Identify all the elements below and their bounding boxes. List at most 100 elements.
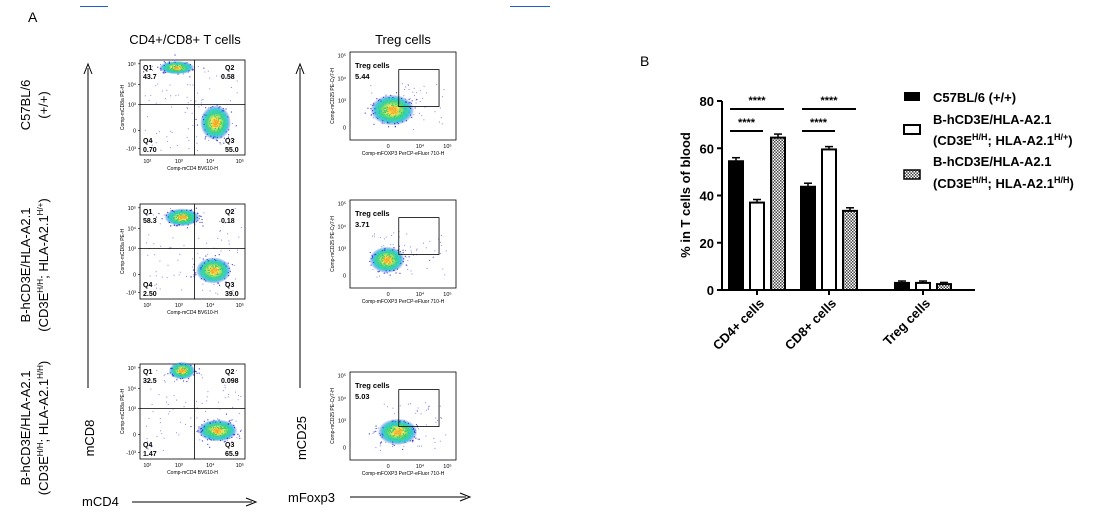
row-label-1-sub: (+/+)	[36, 91, 51, 118]
row-label-3-main: B-hCD3E/HLA-A2.1	[18, 371, 33, 486]
bar-chart-ylabel: % in T cells of blood	[678, 132, 693, 258]
q3-value: 55.0	[225, 147, 239, 154]
treg-gate-value: 3.71	[355, 220, 370, 229]
cd-x-tick: 10³	[175, 463, 183, 469]
y-tick-label: 60	[700, 141, 714, 156]
treg-y-tick: 10⁴	[338, 223, 347, 230]
cd-y-tick: 10⁴	[128, 386, 137, 393]
y-tick-label: 0	[707, 283, 714, 298]
q1-value: 58.3	[143, 218, 157, 225]
legend-item-2: B-hCD3E/HLA-A2.1 (CD3EH/H; HLA-A2.1H/+)	[903, 112, 1073, 148]
cd-y-axis-label: Comp-mCD8a PE-H	[120, 388, 126, 434]
treg-gate-value: 5.03	[355, 392, 370, 401]
significance-label: ****	[810, 117, 828, 129]
cd-y-tick: -10³	[126, 450, 136, 456]
treg-gate-label: Treg cells	[355, 381, 390, 390]
legend-item-3: B-hCD3E/HLA-A2.1 (CD3EH/H; HLA-A2.1H/H)	[903, 154, 1074, 191]
cd-plot-frame	[139, 59, 246, 156]
cd-x-tick: 10³	[175, 159, 183, 165]
treg-y-tick: 10⁵	[338, 373, 346, 380]
bottom-axis-label-cd: mCD4	[82, 494, 119, 509]
bottom-axis-arrow-cd: mCD4	[82, 494, 258, 509]
legend-label-3-line2: (CD3EH/H; HLA-A2.1H/H)	[933, 175, 1074, 191]
cd-flow-plot-3: Q1 32.5 Q2 0.098 Q4 1.47 Q3 65.9 10⁵ 10⁴ 10³ 0 -10³ 1…	[120, 361, 246, 476]
q3-value: 65.9	[225, 451, 239, 458]
q2-label: Q2	[225, 65, 234, 72]
q4-label: Q4	[143, 138, 152, 145]
cd-plot-population-2	[195, 104, 237, 144]
q4-label: Q4	[143, 442, 152, 449]
q4-value: 1.47	[143, 451, 157, 458]
treg-x-tick: 0	[387, 464, 390, 470]
x-tick-label: Treg cells	[880, 296, 933, 349]
q4-label: Q4	[143, 282, 152, 289]
cd-y-tick: -10³	[126, 290, 136, 296]
q4-value: 0.70	[143, 147, 157, 154]
row-label-3: B-hCD3E/HLA-A2.1 (CD3EH/H; HLA-A2.1H/H)	[18, 361, 51, 496]
treg-y-tick: 10⁵	[338, 201, 346, 208]
cd-x-axis-label: Comp-mCD4 BV610-H	[167, 310, 218, 316]
treg-y-tick: 10³	[338, 246, 346, 252]
panel-b-label: B	[640, 53, 649, 69]
row-label-1-main: C57BL/6	[18, 80, 33, 131]
legend-item-1: C57BL/6 (+/+)	[904, 90, 1016, 105]
treg-y-tick: 0	[343, 126, 346, 132]
q2-label: Q2	[225, 369, 234, 376]
y-tick-label: 80	[700, 94, 714, 109]
treg-gate-label: Treg cells	[355, 61, 390, 70]
cd-y-tick: 10⁵	[128, 365, 136, 372]
legend-label-1: C57BL/6 (+/+)	[933, 90, 1016, 105]
legend: C57BL/6 (+/+) B-hCD3E/HLA-A2.1 (CD3EH/H;…	[903, 90, 1074, 191]
cd-plot-population-1	[167, 361, 200, 383]
bottom-axis-arrow-treg: mFoxp3	[288, 490, 472, 505]
cd-plot-frame	[139, 363, 246, 460]
treg-gate	[398, 69, 440, 107]
bar	[915, 281, 931, 292]
legend-swatch-2	[903, 124, 921, 135]
x-tick-label: CD4+ cells	[710, 296, 767, 353]
significance-label: ****	[820, 95, 838, 107]
left-axis-arrow-treg: mCD25	[294, 62, 309, 460]
q3-label: Q3	[225, 138, 234, 145]
treg-y-tick: 10³	[338, 418, 346, 424]
treg-x-tick: 10⁴	[416, 291, 425, 298]
q4-value: 2.50	[143, 291, 157, 298]
row-label-2-main: B-hCD3E/HLA-A2.1	[18, 208, 33, 323]
legend-label-3-line1: B-hCD3E/HLA-A2.1	[933, 154, 1051, 169]
treg-y-axis-label: Comp-mCD25 PE-Cy7-H	[330, 68, 336, 124]
treg-y-tick: 10⁴	[338, 75, 347, 82]
cd4-cd8-flow-plots: Q1 43.7 Q2 0.58 Q4 0.70 Q3 55.0 10⁵ 10⁴ 10³ 0 -10³ 10…	[120, 54, 246, 476]
left-axis-label-cd: mCD8	[82, 420, 97, 457]
legend-swatch-3	[903, 169, 921, 180]
row-label-2-sub: (CD3EH/H; HLA-A2.1H/+)	[36, 198, 51, 331]
cd-x-tick: 10⁵	[236, 302, 244, 309]
q1-value: 43.7	[143, 74, 157, 81]
treg-x-tick: 10⁵	[443, 291, 451, 298]
col-title-treg: Treg cells	[375, 32, 431, 47]
q1-label: Q1	[143, 209, 152, 216]
cropped-title-strip	[80, 0, 550, 7]
cd-flow-plot-2: Q1 58.3 Q2 0.18 Q4 2.50 Q3 39.0 10⁵ 10⁴ 10³ 0 -10³ 10…	[120, 203, 246, 316]
y-tick-label: 20	[700, 236, 714, 251]
q1-value: 32.5	[143, 378, 157, 385]
cd-flow-plot-1: Q1 43.7 Q2 0.58 Q4 0.70 Q3 55.0 10⁵ 10⁴ 10³ 0 -10³ 10…	[120, 54, 246, 172]
cd-x-tick: 10²	[143, 159, 151, 165]
cd-y-tick: 10³	[128, 407, 136, 413]
legend-label-2-line2: (CD3EH/H; HLA-A2.1H/+)	[933, 132, 1073, 148]
q2-value: 0.098	[221, 378, 239, 385]
q2-label: Q2	[225, 209, 234, 216]
treg-x-axis-label: Comp-mFOXP3 PerCP-eFluor 710-H	[362, 471, 445, 477]
cd-y-tick: -10³	[126, 146, 136, 152]
treg-plot-population	[364, 92, 418, 128]
treg-gate-value: 5.44	[355, 72, 370, 81]
cd-y-tick: 10⁵	[128, 61, 136, 68]
cd-x-tick: 10⁵	[236, 462, 244, 469]
treg-y-axis-label: Comp-mCD25 PE-Cy7-H	[330, 388, 336, 444]
cd-x-tick: 10⁴	[206, 302, 215, 309]
bottom-axis-label-treg: mFoxp3	[288, 490, 335, 505]
treg-y-axis-label: Comp-mCD25 PE-Cy7-H	[330, 216, 336, 272]
bar	[842, 209, 858, 291]
